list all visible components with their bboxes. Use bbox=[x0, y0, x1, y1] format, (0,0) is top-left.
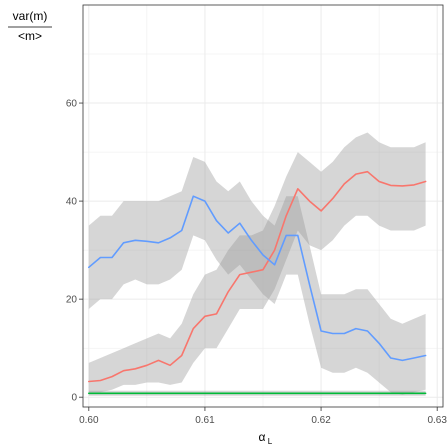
panel-border bbox=[82, 4, 444, 408]
series-line-1 bbox=[88, 170, 427, 383]
confidence-band-series-3 bbox=[88, 157, 426, 395]
series-line-3 bbox=[88, 195, 427, 362]
confidence-bands bbox=[88, 132, 426, 396]
y-axis-title-denominator: <m> bbox=[18, 29, 42, 43]
x-tick-label: 0.60 bbox=[79, 415, 99, 426]
x-tick-label: 0.63 bbox=[427, 415, 447, 426]
y-axis-title-numerator: var(m) bbox=[13, 9, 48, 23]
x-tick-label: 0.62 bbox=[311, 415, 331, 426]
y-tick-label: 40 bbox=[66, 197, 78, 208]
y-tick-label: 20 bbox=[66, 295, 78, 306]
confidence-band-series-1 bbox=[88, 132, 426, 393]
y-axis-title: var(m) <m> bbox=[8, 9, 52, 43]
series-lines bbox=[88, 170, 427, 395]
y-tick-label: 60 bbox=[66, 99, 78, 110]
grid bbox=[83, 5, 443, 407]
x-axis-title-main: α bbox=[259, 430, 266, 444]
x-axis-title: α L bbox=[259, 430, 273, 446]
x-tick-label: 0.61 bbox=[195, 415, 215, 426]
x-axis-title-subscript: L bbox=[268, 437, 273, 446]
y-tick-label: 0 bbox=[71, 393, 77, 404]
axis-ticks: 0.60 0.61 0.62 0.63 0 20 40 60 bbox=[66, 99, 447, 426]
